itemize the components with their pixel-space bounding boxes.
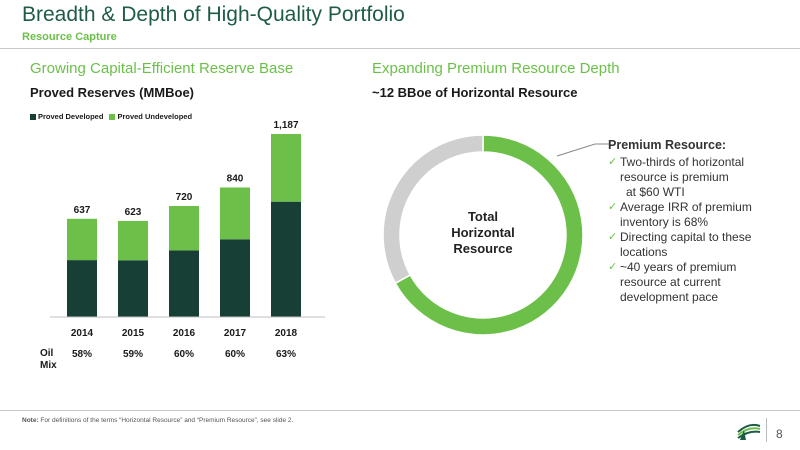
category-label-2017: 2017 (224, 328, 247, 339)
page-subtitle: Resource Capture (22, 31, 117, 43)
callout-heading: Premium Resource: (608, 138, 727, 152)
bar-total-label-2014: 637 (74, 205, 91, 216)
bar-undeveloped-2016 (169, 205, 199, 251)
proved-reserves-bar-chart: 637 2014 58% 623 2015 59% 720 2016 60% 840 2017 60%… (40, 120, 325, 371)
legend-item-undeveloped: Proved Undeveloped (109, 112, 192, 121)
footnote-label: Note: (22, 417, 39, 424)
oil-mix-value-2015: 59% (123, 349, 143, 360)
callout-bullet-text: Directing capital to these locations (620, 230, 752, 259)
callout-bullet-text: at $60 WTI (626, 185, 685, 199)
footnote: Note: For definitions of the terms “Hori… (22, 417, 293, 424)
category-label-2014: 2014 (71, 328, 94, 339)
right-subheading: ~12 BBoe of Horizontal Resource (372, 85, 578, 100)
check-icon: ✓ (608, 201, 618, 213)
footer-divider (0, 410, 800, 411)
check-icon: ✓ (608, 261, 618, 273)
callout-bullet: ✓ Directing capital to these locations (608, 230, 783, 260)
legend-label-undeveloped: Proved Undeveloped (117, 112, 193, 121)
oil-mix-value-2014: 58% (72, 349, 92, 360)
oil-mix-value-2016: 60% (174, 349, 194, 360)
bar-undeveloped-2017 (220, 187, 250, 240)
footer-separator (766, 418, 767, 442)
page-number: 8 (776, 427, 783, 441)
legend-swatch-developed (30, 113, 36, 120)
chart-legend: Proved Developed Proved Undeveloped (30, 112, 198, 121)
callout-bullet-text: Two-thirds of horizontal resource is pre… (620, 155, 745, 184)
callout-bullet: at $60 WTI (608, 185, 783, 200)
header-divider (0, 48, 800, 49)
bar-developed-2015 (118, 260, 148, 317)
footnote-text: For definitions of the terms “Horizontal… (38, 417, 294, 424)
donut-slice-non-premium (382, 134, 484, 285)
bar-developed-2016 (169, 250, 199, 317)
callout-bullet-text: ~40 years of premium resource at current… (620, 260, 737, 304)
oil-mix-value-2018: 63% (276, 349, 296, 360)
callout-leader-line (556, 143, 610, 157)
bar-total-label-2018: 1,187 (273, 120, 298, 131)
premium-resource-callout: Premium Resource: ✓ Two-thirds of horizon… (608, 138, 783, 305)
callout-bullet: ✓ Average IRR of premium inventory is 68% (608, 200, 783, 230)
category-label-2015: 2015 (122, 328, 145, 339)
category-label-2018: 2018 (275, 328, 298, 339)
bar-undeveloped-2014 (67, 218, 97, 261)
legend-swatch-undeveloped (109, 113, 116, 120)
legend-label-developed: Proved Developed (38, 112, 104, 121)
legend-item-developed: Proved Developed (30, 112, 103, 121)
callout-bullet-text: Average IRR of premium inventory is 68% (620, 200, 752, 229)
category-label-2016: 2016 (173, 328, 196, 339)
check-icon: ✓ (608, 231, 618, 243)
callout-bullet-list: ✓ Two-thirds of horizontal resource is pr… (608, 155, 783, 305)
bar-developed-2014 (67, 260, 97, 317)
check-icon: ✓ (608, 156, 618, 168)
bar-undeveloped-2018 (271, 134, 301, 202)
company-logo (737, 423, 761, 440)
callout-bullet: ✓ ~40 years of premium resource at curren… (608, 260, 783, 305)
donut-center-line3: Resource (453, 241, 512, 256)
right-heading: Expanding Premium Resource Depth (372, 60, 620, 77)
callout-bullet: ✓ Two-thirds of horizontal resource is pr… (608, 155, 783, 185)
bar-total-label-2016: 720 (176, 192, 193, 203)
bar-total-label-2017: 840 (227, 173, 244, 184)
left-subheading: Proved Reserves (MMBoe) (30, 85, 194, 100)
bar-developed-2018 (271, 201, 301, 317)
oil-mix-label-line1: Oil (40, 348, 54, 359)
oil-mix-value-2017: 60% (225, 349, 245, 360)
donut-center-line2: Horizontal (451, 225, 515, 240)
horizontal-resource-donut: Total Horizontal Resource (382, 134, 584, 336)
left-heading: Growing Capital-Efficient Reserve Base (30, 60, 294, 77)
page-title: Breadth & Depth of High-Quality Portfoli… (22, 3, 405, 26)
bar-total-label-2015: 623 (125, 207, 142, 218)
donut-center-line1: Total (468, 209, 498, 224)
oil-mix-label-line2: Mix (40, 360, 57, 371)
bar-undeveloped-2015 (118, 220, 148, 261)
bar-developed-2017 (220, 239, 250, 317)
